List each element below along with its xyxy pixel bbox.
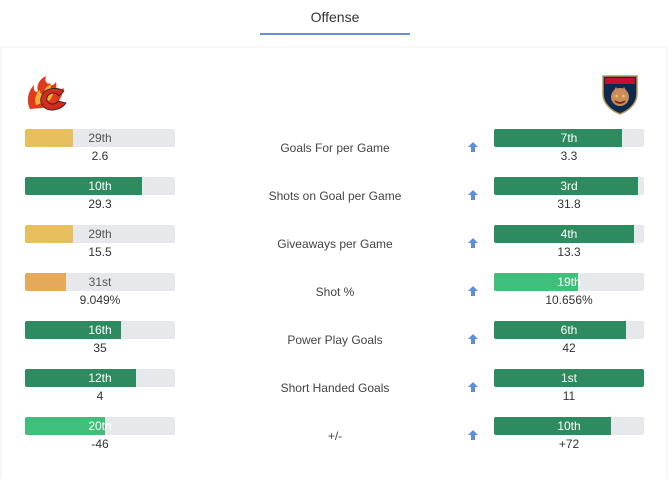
right-rank-fill [494, 225, 634, 243]
left-team-value: -46 [91, 437, 109, 451]
right-team-rank-bar: 7th [494, 129, 644, 147]
arrow-up-icon [466, 380, 480, 394]
left-team-rank-bar: 16th [25, 321, 175, 339]
left-team-value: 35 [93, 341, 107, 355]
left-rank-fill [25, 369, 136, 387]
right-rank-fill [494, 417, 611, 435]
stat-label: +/- [327, 429, 343, 443]
right-team-value: 42 [562, 341, 576, 355]
arrow-up-icon [466, 428, 480, 442]
left-rank-fill [25, 177, 142, 195]
tab-header: Offense [0, 0, 668, 46]
left-team-rank: 29th [88, 227, 112, 241]
stat-row: 10th 29.3 Shots on Goal per Game 3rd 31.… [0, 177, 668, 217]
left-rank-fill [25, 273, 66, 291]
left-team-value: 9.049% [79, 293, 121, 307]
left-team-rank-bar: 29th [25, 129, 175, 147]
right-team-rank: 19th [557, 275, 581, 289]
stat-row: 29th 2.6 Goals For per Game 7th 3.3 [0, 129, 668, 169]
right-rank-fill [494, 321, 626, 339]
left-team-rank-bar: 31st [25, 273, 175, 291]
stat-label: Giveaways per Game [277, 237, 393, 251]
left-team-value: 4 [96, 389, 104, 403]
right-team-rank: 3rd [560, 179, 578, 193]
right-team-rank-bar: 19th [494, 273, 644, 291]
calgary-flames-logo-icon [24, 73, 68, 115]
left-team-rank: 31st [88, 275, 112, 289]
left-team-rank: 12th [88, 371, 112, 385]
left-team-value: 2.6 [91, 149, 109, 163]
left-team-rank-bar: 29th [25, 225, 175, 243]
left-team-rank: 20th [88, 419, 112, 433]
left-rank-fill [25, 129, 73, 147]
stat-row: 31st 9.049% Shot % 19th 10.656% [0, 273, 668, 313]
stat-label: Power Play Goals [287, 333, 383, 347]
arrow-up-icon [466, 284, 480, 298]
tab-offense[interactable]: Offense [310, 9, 360, 25]
right-rank-fill [494, 177, 638, 195]
right-team-value: 11 [562, 389, 576, 403]
arrow-up-icon [466, 236, 480, 250]
right-team-value: 13.3 [557, 245, 581, 259]
left-rank-fill [25, 321, 121, 339]
left-team-value: 15.5 [88, 245, 112, 259]
left-team-rank-bar: 20th [25, 417, 175, 435]
left-team-rank: 10th [88, 179, 112, 193]
stat-label: Goals For per Game [280, 141, 390, 155]
left-rank-fill [25, 225, 73, 243]
right-team-value: +72 [558, 437, 580, 451]
right-team-value: 31.8 [557, 197, 581, 211]
right-team-rank: 4th [560, 227, 578, 241]
stats-card [2, 48, 666, 479]
right-rank-fill [494, 273, 578, 291]
right-rank-fill [494, 369, 644, 387]
right-team-value: 3.3 [560, 149, 578, 163]
right-rank-fill [494, 129, 622, 147]
left-team-value: 29.3 [88, 197, 112, 211]
active-tab-indicator [260, 33, 410, 35]
left-team-rank-bar: 10th [25, 177, 175, 195]
stat-row: 12th 4 Short Handed Goals 1st 11 [0, 369, 668, 409]
arrow-up-icon [466, 188, 480, 202]
right-team-rank-bar: 6th [494, 321, 644, 339]
right-team-rank: 6th [560, 323, 578, 337]
arrow-up-icon [466, 140, 480, 154]
right-team-rank-bar: 10th [494, 417, 644, 435]
right-team-rank-bar: 3rd [494, 177, 644, 195]
arrow-up-icon [466, 332, 480, 346]
left-team-rank-bar: 12th [25, 369, 175, 387]
stat-row: 16th 35 Power Play Goals 6th 42 [0, 321, 668, 361]
right-team-rank: 1st [560, 371, 577, 385]
stat-label: Short Handed Goals [280, 381, 390, 395]
right-team-rank: 7th [560, 131, 578, 145]
left-team-rank: 29th [88, 131, 112, 145]
right-team-rank: 10th [557, 419, 581, 433]
stat-row: 29th 15.5 Giveaways per Game 4th 13.3 [0, 225, 668, 265]
left-rank-fill [25, 417, 105, 435]
right-team-value: 10.656% [545, 293, 593, 307]
right-team-rank-bar: 1st [494, 369, 644, 387]
stat-label: Shot % [315, 285, 355, 299]
florida-panthers-logo-icon [600, 72, 640, 116]
right-team-rank-bar: 4th [494, 225, 644, 243]
left-team-rank: 16th [88, 323, 112, 337]
stat-label: Shots on Goal per Game [268, 189, 402, 203]
stat-row: 20th -46 +/- 10th +72 [0, 417, 668, 457]
